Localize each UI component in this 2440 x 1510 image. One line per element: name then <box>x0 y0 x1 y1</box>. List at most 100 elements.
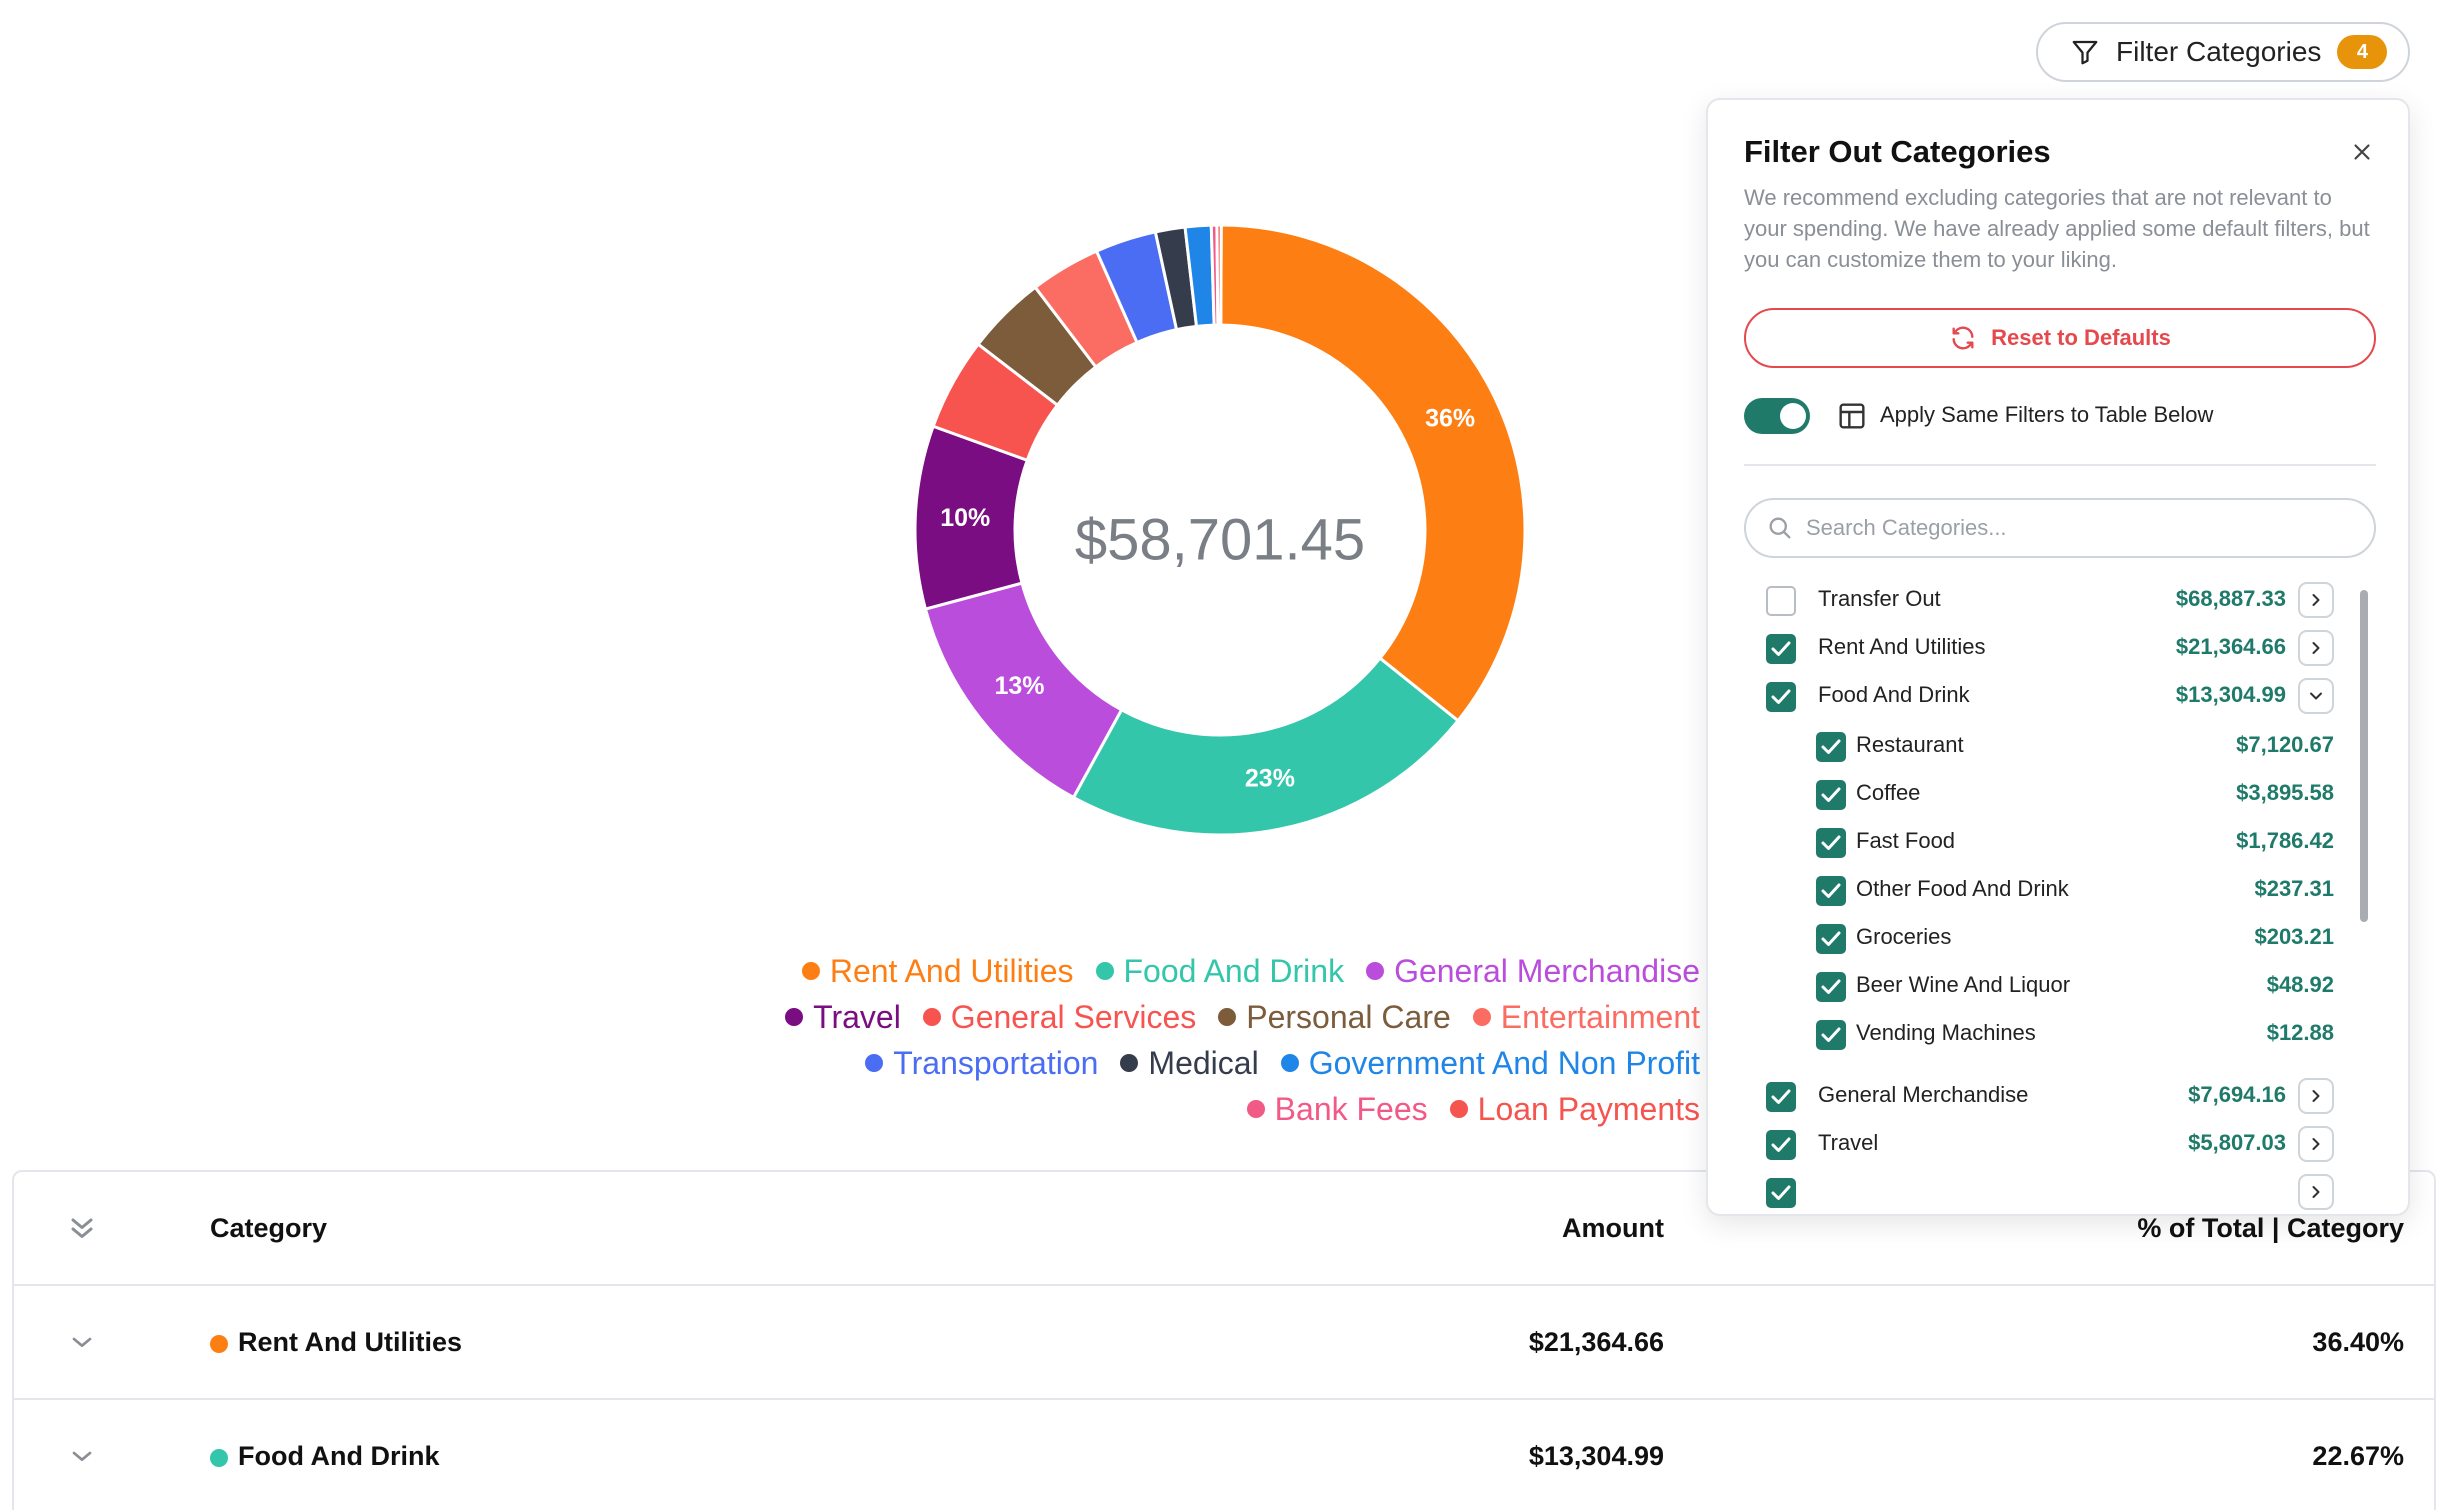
row-amount: $13,304.99 <box>1528 1440 1664 1471</box>
category-checkbox[interactable] <box>1766 682 1796 712</box>
legend-item[interactable]: Transportation <box>865 1045 1098 1082</box>
category-item[interactable]: General Merchandise $7,694.16 <box>1708 1076 2408 1116</box>
header-category[interactable]: Category <box>210 1212 328 1243</box>
filter-icon <box>2072 40 2098 65</box>
chevron-right-icon[interactable] <box>2298 630 2334 666</box>
legend-item[interactable]: Travel <box>785 999 901 1036</box>
category-checkbox[interactable] <box>1766 1130 1796 1160</box>
legend-label: Government And Non Profit <box>1308 1044 1700 1081</box>
subcategory-item[interactable]: Restaurant $7,120.67 <box>1708 726 2408 766</box>
category-checkbox[interactable] <box>1766 1178 1796 1208</box>
category-name: Coffee <box>1856 780 1921 805</box>
legend-item[interactable]: General Services <box>922 998 1197 1036</box>
legend-item[interactable]: Government And Non Profit <box>1280 1044 1700 1082</box>
legend-item[interactable]: Personal Care <box>1218 999 1451 1036</box>
donut-slice-loan-payments[interactable] <box>1215 223 1223 327</box>
legend-row: Rent And Utilities Food And Drink General … <box>700 948 1700 994</box>
category-item[interactable] <box>1708 1172 2408 1212</box>
chevron-down-icon[interactable] <box>54 1315 110 1371</box>
category-checkbox[interactable] <box>1816 972 1846 1002</box>
header-percent[interactable]: % of Total | Category <box>2137 1212 2404 1243</box>
category-name: Other Food And Drink <box>1856 876 2069 901</box>
chevron-down-icon[interactable] <box>54 1429 110 1485</box>
table-row[interactable]: Food And Drink $13,304.99 22.67% <box>14 1400 2434 1510</box>
category-amount: $7,120.67 <box>2236 732 2334 757</box>
scrollbar[interactable] <box>2360 590 2368 922</box>
category-checkbox[interactable] <box>1816 828 1846 858</box>
legend-item[interactable]: General Merchandise <box>1366 953 1700 990</box>
legend-item[interactable]: Bank Fees <box>1246 1091 1428 1128</box>
category-amount: $1,786.42 <box>2236 828 2334 853</box>
category-checkbox[interactable] <box>1816 876 1846 906</box>
category-checkbox[interactable] <box>1766 586 1796 616</box>
category-checkbox[interactable] <box>1816 732 1846 762</box>
category-item[interactable]: Travel $5,807.03 <box>1708 1124 2408 1164</box>
legend-item[interactable]: Entertainment <box>1472 999 1700 1036</box>
category-item[interactable]: Rent And Utilities $21,364.66 <box>1708 628 2408 668</box>
apply-filters-toggle[interactable] <box>1744 398 1810 434</box>
category-name: General Merchandise <box>1818 1082 2029 1107</box>
legend-label: Rent And Utilities <box>829 952 1074 989</box>
category-checkbox[interactable] <box>1766 1082 1796 1112</box>
category-checkbox[interactable] <box>1766 634 1796 664</box>
table-row[interactable]: Rent And Utilities $21,364.66 36.40% <box>14 1286 2434 1400</box>
filter-count-badge: 4 <box>2337 35 2388 69</box>
chevron-right-icon[interactable] <box>2298 1126 2334 1162</box>
legend-dot <box>801 962 820 980</box>
legend-dot <box>1218 1008 1237 1026</box>
subcategory-item[interactable]: Coffee $3,895.58 <box>1708 774 2408 814</box>
category-amount: $237.31 <box>2254 876 2334 901</box>
divider <box>1744 464 2376 466</box>
subcategory-item[interactable]: Other Food And Drink $237.31 <box>1708 870 2408 910</box>
legend-dot <box>922 1008 941 1026</box>
row-category: Food And Drink <box>238 1440 440 1471</box>
collapse-all-icon[interactable] <box>54 1201 110 1257</box>
legend-label: Loan Payments <box>1477 1090 1700 1127</box>
spending-donut-chart: 36% 23% 13% 10% $58,701.45 <box>913 223 1527 837</box>
legend-item[interactable]: Rent And Utilities <box>801 952 1074 990</box>
chevron-right-icon[interactable] <box>2298 1174 2334 1210</box>
category-checkbox[interactable] <box>1816 924 1846 954</box>
legend-label: General Merchandise <box>1394 952 1700 989</box>
legend-label: Transportation <box>893 1044 1099 1081</box>
apply-filters-label: Apply Same Filters to Table Below <box>1880 402 2214 427</box>
category-amount: $5,807.03 <box>2188 1130 2286 1155</box>
header-amount[interactable]: Amount <box>1562 1212 1664 1243</box>
search-categories[interactable] <box>1744 498 2376 558</box>
chevron-right-icon[interactable] <box>2298 1078 2334 1114</box>
legend-dot <box>785 1008 804 1026</box>
subcategory-item[interactable]: Vending Machines $12.88 <box>1708 1014 2408 1054</box>
filter-panel: Filter Out Categories We recommend exclu… <box>1706 98 2410 1216</box>
reset-to-defaults-button[interactable]: Reset to Defaults <box>1744 308 2376 368</box>
chevron-down-icon[interactable] <box>2298 678 2334 714</box>
legend-item[interactable]: Medical <box>1120 1044 1259 1082</box>
legend-item[interactable]: Loan Payments <box>1449 1090 1700 1128</box>
legend-label: General Services <box>950 998 1197 1035</box>
category-amount: $7,694.16 <box>2188 1082 2286 1107</box>
category-item[interactable]: Food And Drink $13,304.99 <box>1708 676 2408 716</box>
chevron-right-icon[interactable] <box>2298 582 2334 618</box>
category-checkbox[interactable] <box>1816 780 1846 810</box>
search-input[interactable] <box>1806 515 2346 541</box>
refresh-icon <box>1952 326 1974 350</box>
category-checkbox[interactable] <box>1816 1020 1846 1050</box>
category-color-dot <box>210 1449 228 1467</box>
slice-percent-label: 10% <box>940 504 990 532</box>
legend-item[interactable]: Food And Drink <box>1095 953 1344 990</box>
subcategory-item[interactable]: Groceries $203.21 <box>1708 918 2408 958</box>
donut-slice-food-and-drink[interactable] <box>1071 656 1461 837</box>
subcategory-item[interactable]: Beer Wine And Liquor $48.92 <box>1708 966 2408 1006</box>
legend-row: Transportation Medical Government And Non … <box>700 1040 1700 1086</box>
legend-label: Travel <box>813 998 901 1035</box>
category-item[interactable]: Transfer Out $68,887.33 <box>1708 580 2408 620</box>
close-icon[interactable] <box>2342 132 2382 172</box>
slice-percent-label: 13% <box>994 672 1044 700</box>
donut-slice-rent-and-utilities[interactable] <box>1219 223 1527 723</box>
slice-percent-label: 23% <box>1245 765 1295 793</box>
panel-description: We recommend excluding categories that a… <box>1744 185 2370 272</box>
filter-categories-button[interactable]: Filter Categories 4 <box>2036 22 2410 82</box>
filter-button-label: Filter Categories <box>2116 36 2322 67</box>
legend-label: Medical <box>1148 1044 1259 1081</box>
subcategory-item[interactable]: Fast Food $1,786.42 <box>1708 822 2408 862</box>
category-color-dot <box>210 1335 228 1353</box>
